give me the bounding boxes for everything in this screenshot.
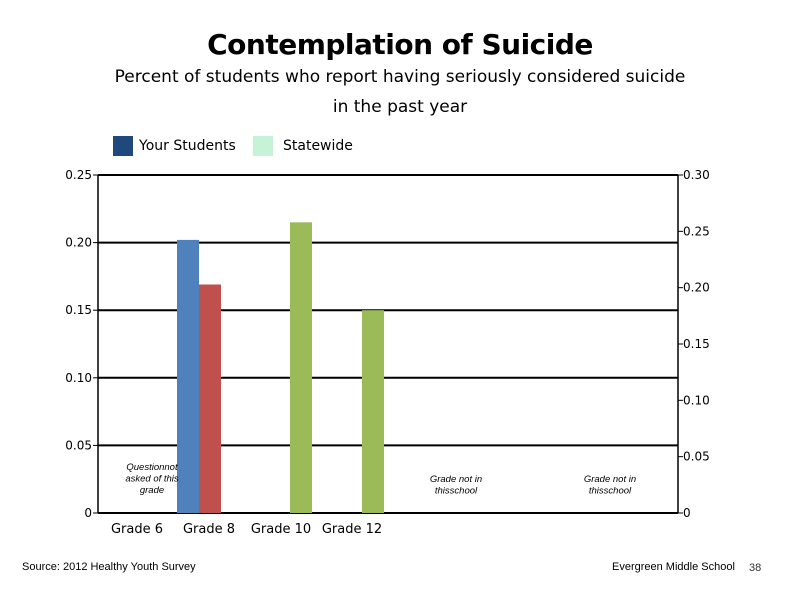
bar-grade-12-series-2 xyxy=(362,310,384,513)
annotation-0-line-2: grade xyxy=(140,485,164,496)
annotation-2-line-0: Grade not in xyxy=(584,474,636,485)
y-tick-label-3: 0.15 xyxy=(65,303,92,317)
x-tick-label-grade-6: Grade 6 xyxy=(111,522,163,537)
legend-label-your-students: Your Students xyxy=(139,138,236,154)
legend-item-your-students: Your Students xyxy=(113,136,236,156)
y2-tick-label-2: 0.10 xyxy=(683,393,710,407)
y2-tick-label-1: 0.05 xyxy=(683,450,710,464)
annotation-1-line-0: Grade not in xyxy=(430,474,482,485)
annotation-0-line-0: Questionnot xyxy=(126,462,178,473)
chart-subtitle-line-2: in the past year xyxy=(332,97,468,117)
x-tick-label-grade-8: Grade 8 xyxy=(183,522,235,537)
page-number: 38 xyxy=(749,562,762,574)
y-tick-label-2: 0.10 xyxy=(65,371,92,385)
y2-tick-label-4: 0.20 xyxy=(683,281,710,295)
chart-subtitle-line-1: Percent of students who report having se… xyxy=(114,67,686,87)
annotation-1-line-1: thisschool xyxy=(435,486,478,497)
bar-chart: 0 0.05 0.10 0.15 0.20 0.25 0 0.05 0.10 0.15 0.20 0.… xyxy=(65,168,710,537)
annotation-0-line-1: asked of this xyxy=(125,474,179,485)
x-tick-label-grade-10: Grade 10 xyxy=(251,522,311,537)
bar-grade-8-series-1 xyxy=(199,284,221,513)
y-tick-label-0: 0 xyxy=(84,506,92,520)
bar-grade-10-series-2 xyxy=(290,222,312,513)
bar-grade-8-series-0 xyxy=(177,239,199,513)
y2-tick-label-3: 0.15 xyxy=(683,337,710,351)
x-tick-label-grade-12: Grade 12 xyxy=(322,522,382,537)
legend-label-statewide: Statewide xyxy=(283,138,353,154)
y2-tick-label-5: 0.25 xyxy=(683,224,710,238)
legend-swatch-your-students xyxy=(113,136,133,156)
y2-tick-label-6: 0.30 xyxy=(683,168,710,182)
annotation-2-line-1: thisschool xyxy=(589,486,632,497)
legend-swatch-statewide xyxy=(253,136,273,156)
y-tick-label-1: 0.05 xyxy=(65,438,92,452)
chart-title: Contemplation of Suicide xyxy=(207,28,593,61)
y-tick-label-5: 0.25 xyxy=(65,168,92,182)
legend-item-statewide: Statewide xyxy=(253,136,353,156)
y2-tick-label-0: 0 xyxy=(683,506,691,520)
source-note: Source: 2012 Healthy Youth Survey xyxy=(22,561,196,573)
y-tick-label-4: 0.20 xyxy=(65,236,92,250)
school-name: Evergreen Middle School xyxy=(612,561,735,573)
